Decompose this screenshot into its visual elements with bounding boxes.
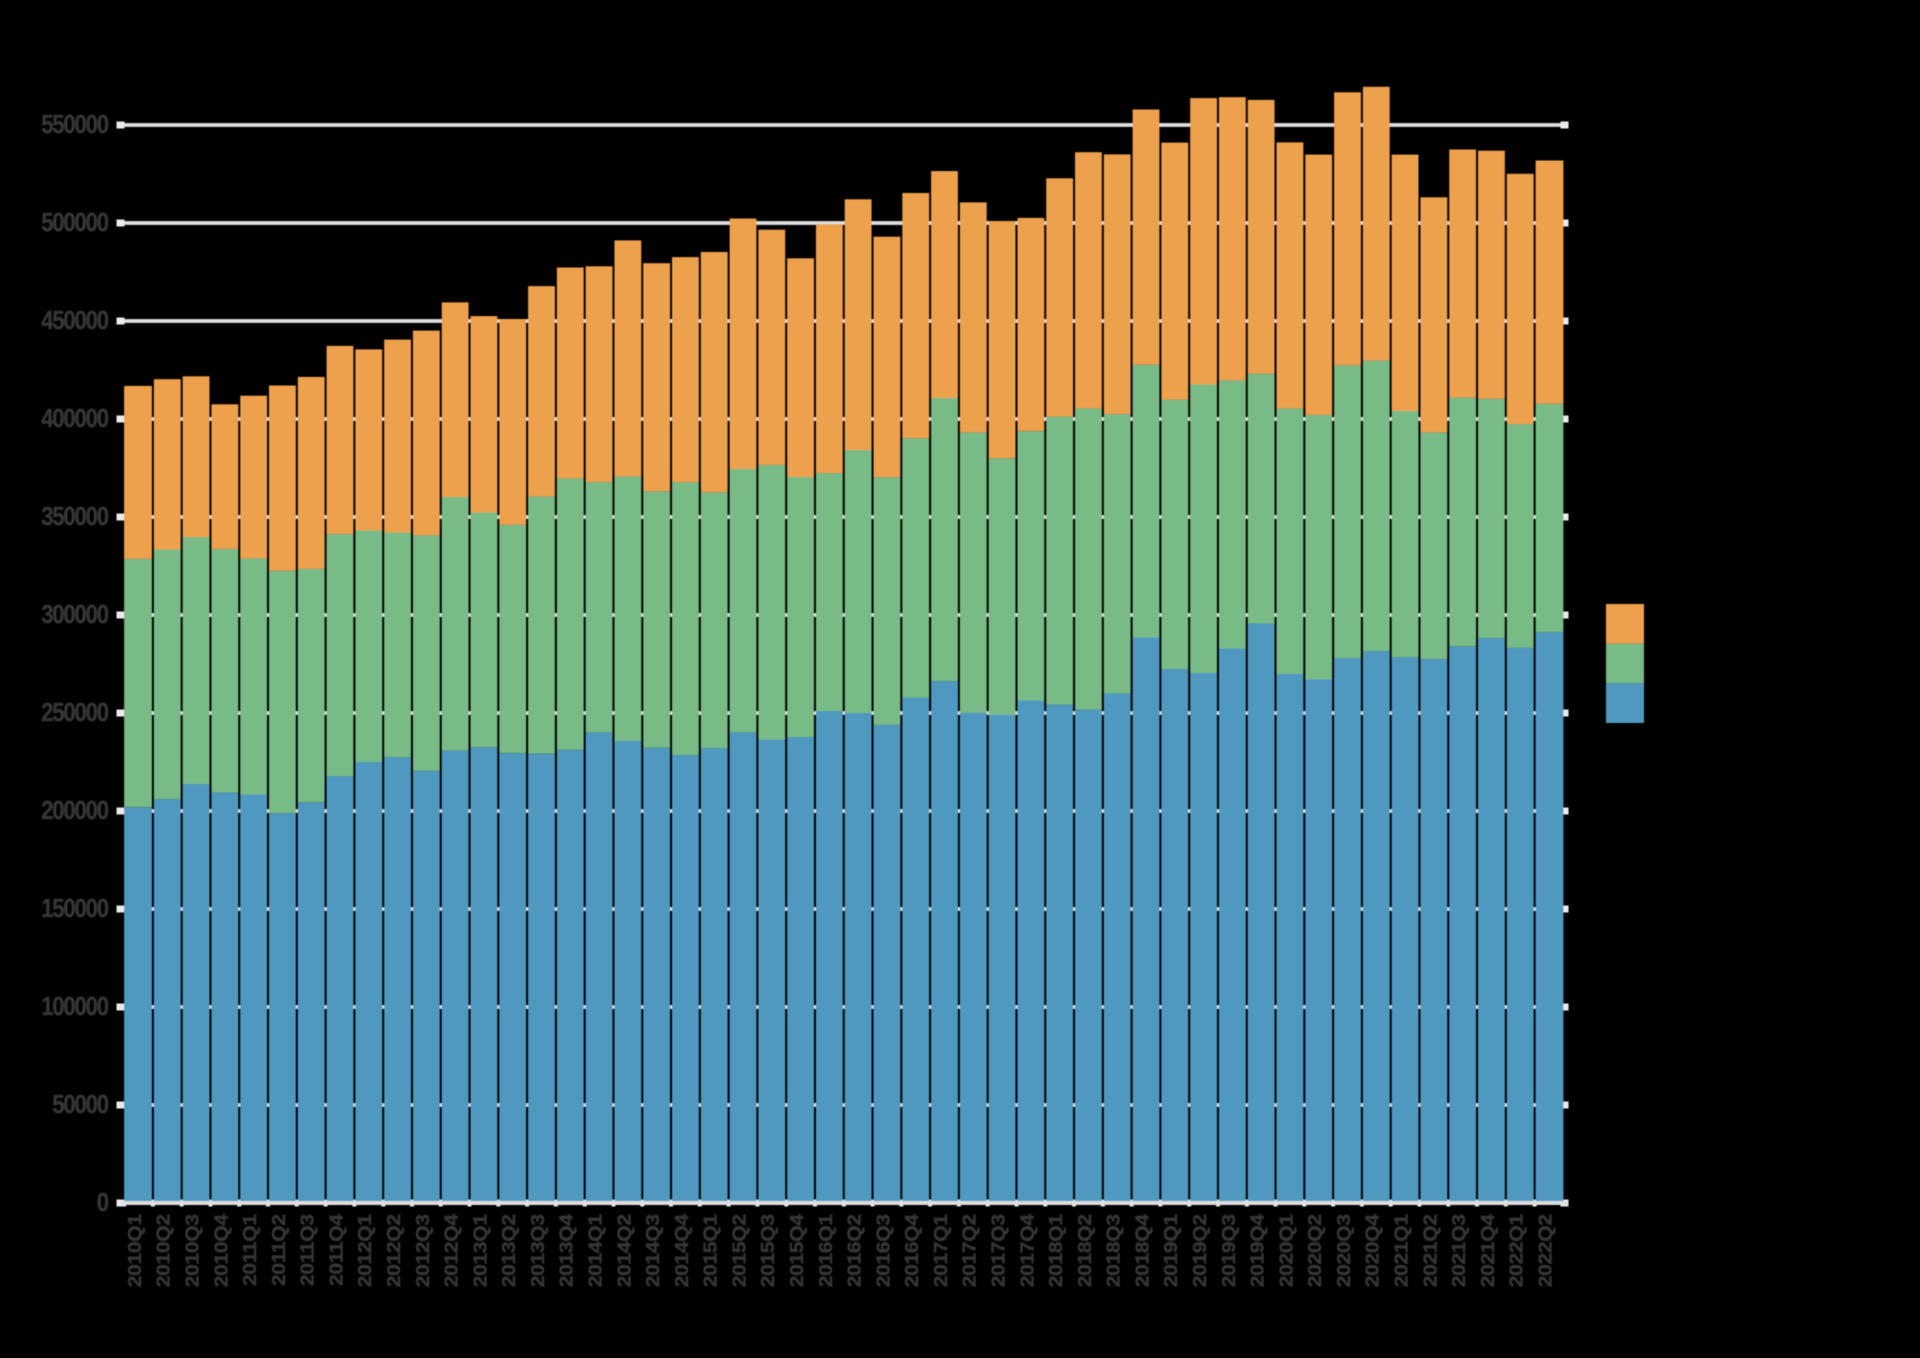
svg-text:550000: 550000 [41,110,108,139]
svg-text:50000: 50000 [52,1090,108,1119]
svg-text:450000: 450000 [41,306,108,335]
svg-text:2018Q4: 2018Q4 [1133,1214,1154,1287]
svg-text:2012Q3: 2012Q3 [413,1214,434,1287]
svg-text:2010Q4: 2010Q4 [211,1214,232,1287]
svg-text:2014Q1: 2014Q1 [586,1214,607,1287]
svg-text:2022Q1: 2022Q1 [1507,1214,1528,1287]
svg-text:2013Q3: 2013Q3 [528,1214,549,1287]
svg-text:2022Q2: 2022Q2 [1536,1214,1557,1287]
svg-text:2010Q3: 2010Q3 [183,1214,204,1287]
svg-text:2013Q1: 2013Q1 [470,1214,491,1287]
svg-text:2020Q1: 2020Q1 [1276,1214,1297,1287]
svg-text:2017Q1: 2017Q1 [931,1214,952,1287]
svg-text:2014Q3: 2014Q3 [643,1214,664,1287]
svg-text:350000: 350000 [41,502,108,531]
svg-text:2019Q3: 2019Q3 [1219,1214,1240,1287]
svg-text:2011Q4: 2011Q4 [327,1214,348,1286]
svg-text:2019Q2: 2019Q2 [1190,1214,1211,1287]
svg-text:2016Q1: 2016Q1 [816,1214,837,1287]
svg-text:2021Q2: 2021Q2 [1420,1214,1441,1287]
svg-text:2015Q2: 2015Q2 [730,1214,751,1287]
svg-text:100000: 100000 [41,992,108,1021]
svg-text:2021Q3: 2021Q3 [1449,1214,1470,1287]
svg-text:2011Q3: 2011Q3 [298,1214,319,1286]
svg-text:2012Q4: 2012Q4 [442,1214,463,1287]
svg-text:2018Q2: 2018Q2 [1075,1214,1096,1287]
svg-text:200000: 200000 [41,796,108,825]
svg-text:2018Q3: 2018Q3 [1104,1214,1125,1287]
svg-text:0: 0 [97,1188,109,1217]
svg-text:250000: 250000 [41,698,108,727]
svg-text:300000: 300000 [41,600,108,629]
svg-text:2011Q2: 2011Q2 [269,1214,290,1286]
svg-text:2013Q2: 2013Q2 [499,1214,520,1287]
svg-text:150000: 150000 [41,894,108,923]
svg-text:2021Q4: 2021Q4 [1478,1214,1499,1287]
svg-text:2015Q4: 2015Q4 [787,1214,808,1287]
svg-text:400000: 400000 [41,404,108,433]
svg-text:2011Q1: 2011Q1 [240,1214,261,1286]
svg-text:2016Q4: 2016Q4 [902,1214,923,1287]
svg-text:2016Q3: 2016Q3 [873,1214,894,1287]
svg-text:2017Q3: 2017Q3 [989,1214,1010,1287]
svg-text:2010Q1: 2010Q1 [125,1214,146,1287]
svg-text:2020Q2: 2020Q2 [1305,1214,1326,1287]
svg-text:2021Q1: 2021Q1 [1392,1214,1413,1287]
svg-text:2013Q4: 2013Q4 [557,1214,578,1287]
svg-text:2016Q2: 2016Q2 [845,1214,866,1287]
svg-text:2019Q4: 2019Q4 [1248,1214,1269,1287]
svg-text:2020Q3: 2020Q3 [1334,1214,1355,1287]
svg-text:2020Q4: 2020Q4 [1363,1214,1384,1287]
svg-text:2014Q2: 2014Q2 [614,1214,635,1287]
svg-text:2019Q1: 2019Q1 [1161,1214,1182,1287]
svg-text:2017Q4: 2017Q4 [1017,1214,1038,1287]
svg-text:2015Q1: 2015Q1 [701,1214,722,1287]
svg-text:2017Q2: 2017Q2 [960,1214,981,1287]
svg-text:2015Q3: 2015Q3 [758,1214,779,1287]
svg-text:2018Q1: 2018Q1 [1046,1214,1067,1287]
svg-text:2010Q2: 2010Q2 [154,1214,175,1287]
svg-text:2012Q2: 2012Q2 [384,1214,405,1287]
svg-text:2014Q4: 2014Q4 [672,1214,693,1287]
svg-text:500000: 500000 [41,208,108,237]
svg-text:2012Q1: 2012Q1 [355,1214,376,1287]
